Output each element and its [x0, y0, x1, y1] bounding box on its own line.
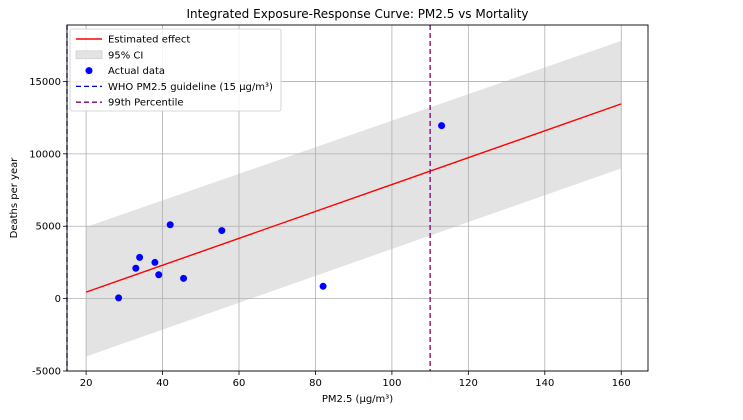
x-axis-label: PM2.5 (µg/m³): [322, 394, 393, 405]
plot-frame: [66, 24, 649, 372]
legend-swatch-marker: [85, 67, 93, 75]
data-point: [166, 221, 174, 229]
legend-entry: Actual data: [108, 66, 165, 77]
x-tick-label: 80: [309, 378, 322, 389]
data-point: [218, 227, 226, 235]
y-tick-label: 5000: [36, 222, 61, 233]
y-axis-label: Deaths per year: [9, 157, 20, 239]
y-tick-label: 0: [55, 294, 61, 305]
legend-entry: 95% CI: [108, 50, 143, 61]
chart-title: Integrated Exposure-Response Curve: PM2.…: [186, 7, 528, 21]
data-point: [115, 294, 123, 302]
data-point: [136, 253, 144, 261]
legend-entry: WHO PM2.5 guideline (15 µg/m³): [108, 82, 273, 93]
data-point: [132, 264, 140, 272]
data-point: [151, 258, 159, 266]
estimated-effect-line: [85, 103, 622, 293]
x-tick-label: 40: [156, 378, 169, 389]
y-tick-label: 15000: [29, 77, 61, 88]
legend-swatch-patch: [75, 50, 103, 60]
legend-entry: Estimated effect: [108, 35, 190, 46]
data-point: [180, 274, 188, 282]
data-point: [438, 122, 446, 130]
x-tick-label: 100: [382, 378, 401, 389]
data-point: [319, 282, 327, 290]
legend-entry: 99th Percentile: [108, 98, 184, 109]
legend-box: [69, 28, 282, 112]
y-tick-label: -5000: [32, 367, 61, 378]
x-tick-label: 160: [612, 378, 631, 389]
x-tick-label: 140: [535, 378, 554, 389]
x-tick-label: 20: [80, 378, 93, 389]
data-point: [155, 271, 163, 279]
y-tick-label: 10000: [29, 149, 61, 160]
x-tick-label: 120: [459, 378, 478, 389]
x-tick-label: 60: [233, 378, 246, 389]
